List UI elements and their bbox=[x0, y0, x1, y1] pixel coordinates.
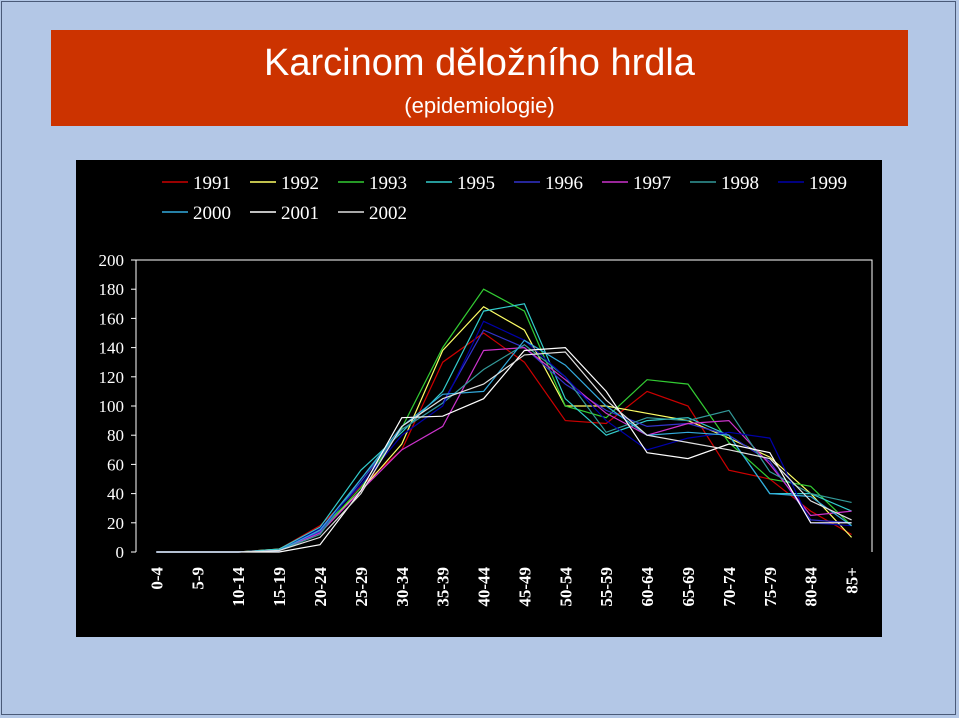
page-subtitle: (epidemiologie) bbox=[404, 93, 555, 118]
x-tick-label: 80-84 bbox=[802, 567, 821, 607]
series-line-1993 bbox=[156, 288, 853, 553]
y-tick-label: 40 bbox=[107, 485, 124, 504]
series-line-1992 bbox=[156, 305, 853, 553]
line-chart: 0 20 40 60 80 100 120 140 160 180 200 0-4 5-9 10-14 15… bbox=[99, 173, 873, 607]
series-line-2002 bbox=[156, 351, 852, 553]
x-tick-label: 55-59 bbox=[597, 567, 616, 607]
x-tick-label: 10-14 bbox=[229, 567, 248, 607]
series-line-1995 bbox=[156, 303, 852, 553]
y-tick-label: 80 bbox=[107, 426, 124, 445]
x-tick-label: 0-4 bbox=[147, 567, 166, 590]
y-tick-label: 100 bbox=[99, 397, 125, 416]
y-tick-label: 180 bbox=[99, 280, 125, 299]
x-tick-label: 30-34 bbox=[393, 567, 412, 607]
legend-label-2002: 2002 bbox=[369, 203, 407, 224]
y-tick-label: 140 bbox=[99, 339, 125, 358]
legend-label-1993: 1993 bbox=[369, 173, 407, 194]
x-tick-label: 60-64 bbox=[638, 567, 657, 607]
y-tick-label: 200 bbox=[99, 251, 125, 270]
legend-label-1996: 1996 bbox=[545, 173, 583, 194]
legend-label-1999: 1999 bbox=[809, 173, 847, 194]
legend-label-2000: 2000 bbox=[193, 203, 231, 224]
legend-label-1997: 1997 bbox=[633, 173, 671, 194]
x-tick-label: 50-54 bbox=[556, 567, 575, 607]
legend-label-1991: 1991 bbox=[193, 173, 231, 194]
x-tick-label: 20-24 bbox=[311, 567, 330, 607]
x-tick-label: 65-69 bbox=[679, 567, 698, 607]
title-banner: Karcinom děložního hrdla (epidemiologie) bbox=[51, 30, 908, 126]
x-tick-label: 15-19 bbox=[270, 567, 289, 607]
y-tick-label: 0 bbox=[116, 543, 125, 562]
y-tick-label: 160 bbox=[99, 309, 125, 328]
plot-border bbox=[135, 259, 873, 552]
page-title: Karcinom děložního hrdla bbox=[264, 42, 695, 84]
chart-panel: 0 20 40 60 80 100 120 140 160 180 200 0-4 5-9 10-14 15… bbox=[76, 160, 882, 637]
y-tick-label: 60 bbox=[107, 455, 124, 474]
x-tick-label: 75-79 bbox=[761, 567, 780, 607]
x-tick-label: 85+ bbox=[843, 567, 862, 594]
series-line-1999 bbox=[156, 320, 852, 553]
x-tick-label: 25-29 bbox=[352, 567, 371, 607]
legend-label-1998: 1998 bbox=[721, 173, 759, 194]
legend-label-1995: 1995 bbox=[457, 173, 495, 194]
series-line-1997 bbox=[156, 346, 852, 553]
x-tick-label: 5-9 bbox=[188, 567, 207, 590]
x-tick-label: 40-44 bbox=[475, 567, 494, 607]
x-tick-label: 70-74 bbox=[720, 567, 739, 607]
y-tick-label: 20 bbox=[107, 514, 124, 533]
legend-label-2001: 2001 bbox=[281, 203, 319, 224]
y-tick-label: 120 bbox=[99, 368, 125, 387]
x-tick-label: 35-39 bbox=[434, 567, 453, 607]
series-line-2001 bbox=[156, 346, 852, 553]
legend-label-1992: 1992 bbox=[281, 173, 319, 194]
x-tick-label: 45-49 bbox=[515, 567, 534, 607]
